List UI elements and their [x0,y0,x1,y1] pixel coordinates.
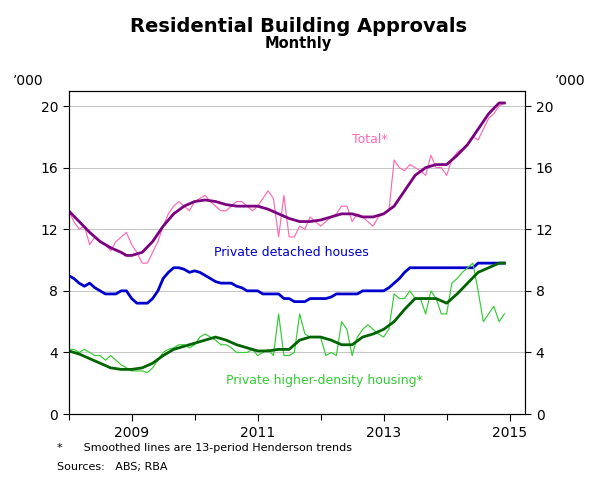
Text: ’000: ’000 [555,74,586,88]
Text: Residential Building Approvals: Residential Building Approvals [130,17,467,36]
Text: ’000: ’000 [13,74,44,88]
Text: Private higher-density housing*: Private higher-density housing* [226,374,423,387]
Text: Total*: Total* [352,133,388,147]
Text: Monthly: Monthly [265,36,332,51]
Text: Private detached houses: Private detached houses [214,246,368,259]
Text: Sources:   ABS; RBA: Sources: ABS; RBA [57,462,167,472]
Text: *      Smoothed lines are 13-period Henderson trends: * Smoothed lines are 13-period Henderson… [57,443,352,453]
